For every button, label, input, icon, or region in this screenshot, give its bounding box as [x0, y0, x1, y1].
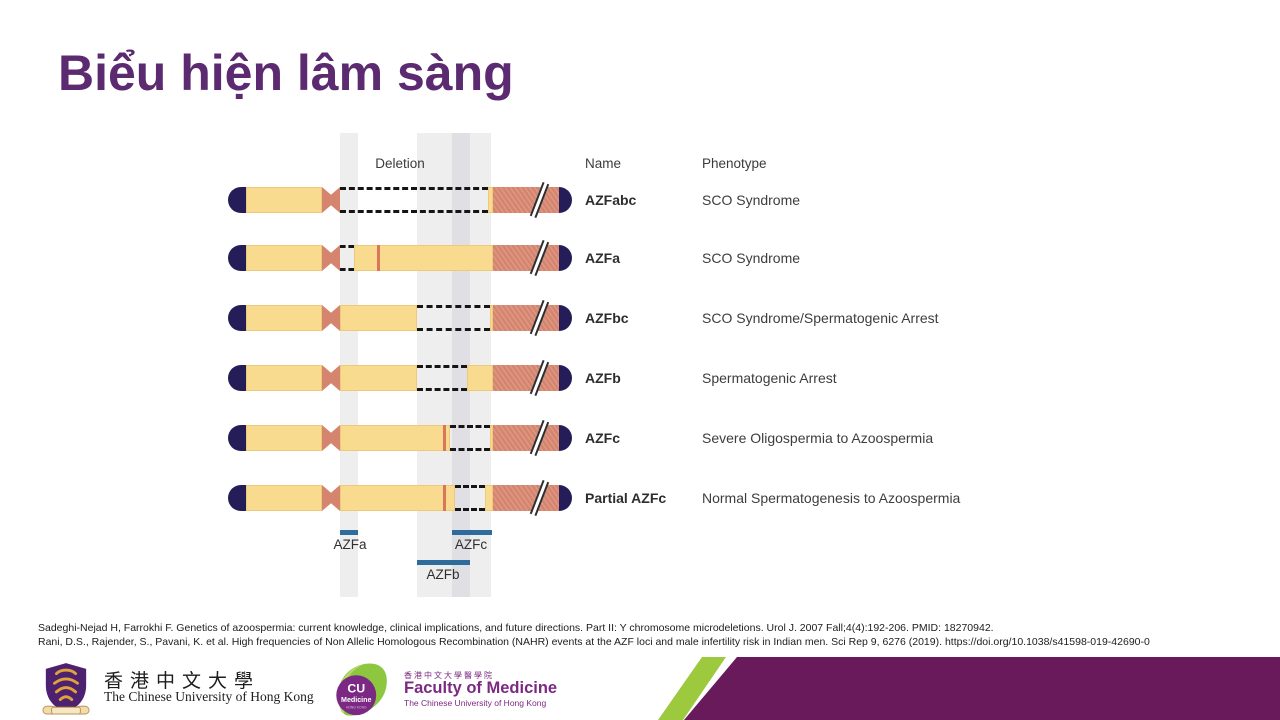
- chromosome-row-azfbc: [228, 299, 572, 337]
- deletion-region: [340, 187, 488, 213]
- heterochromatin-segment: [493, 299, 559, 337]
- page-title: Biểu hiện lâm sàng: [58, 45, 514, 101]
- centromere: [322, 425, 340, 451]
- deletion-region: [417, 365, 467, 391]
- euchromatin-segment: [246, 305, 322, 331]
- centromere: [322, 365, 340, 391]
- euchromatin-segment: [485, 485, 493, 511]
- deletion-region: [417, 305, 490, 331]
- azfb-locus-bar: [417, 560, 470, 565]
- euchromatin-segment: [354, 245, 493, 271]
- faculty-chinese-name: 香港中文大學醫學院: [404, 671, 494, 680]
- phenotype-label: Normal Spermatogenesis to Azoospermia: [702, 490, 961, 506]
- centromere: [322, 187, 340, 213]
- chromosome-end-cap-right: [559, 485, 572, 511]
- chromosome-end-cap-right: [559, 365, 572, 391]
- break-slash: [529, 239, 550, 277]
- euchromatin-segment: [340, 365, 417, 391]
- break-slash: [529, 359, 550, 397]
- euchromatin-segment: [340, 305, 417, 331]
- azfa-locus-label: AZFa: [333, 537, 367, 552]
- deletion-region: [340, 245, 354, 271]
- euchromatin-segment: [490, 305, 493, 331]
- chromosome-row-azfb: [228, 359, 572, 397]
- chromosome-end-cap-left: [228, 187, 246, 213]
- phenotype-label: SCO Syndrome: [702, 250, 801, 266]
- chromosome-end-cap-left: [228, 485, 246, 511]
- cu-medicine-leaf-logo: CU Medicine HONG KONG: [336, 663, 387, 716]
- chromosome-row-azfc: [228, 419, 572, 457]
- phenotype-label: SCO Syndrome: [702, 192, 801, 208]
- euchromatin-segment: [246, 187, 322, 213]
- marker-line: [443, 485, 446, 511]
- euchromatin-segment: [488, 187, 493, 213]
- cu-medicine-logo-medicine: Medicine: [341, 696, 371, 704]
- azfa-locus-bar: [340, 530, 358, 535]
- chromosome-end-cap-left: [228, 245, 246, 271]
- deletion-name-label: AZFabc: [585, 192, 637, 208]
- citation-1: Sadeghi-Nejad H, Farrokhi F. Genetics of…: [38, 622, 994, 634]
- deletion-name-label: AZFa: [585, 250, 620, 266]
- chromosome-end-cap-left: [228, 305, 246, 331]
- column-header-deletion: Deletion: [375, 156, 425, 171]
- chromosome-end-cap-right: [559, 187, 572, 213]
- break-slash: [529, 419, 550, 457]
- chromosome-end-cap-right: [559, 245, 572, 271]
- euchromatin-segment: [490, 425, 493, 451]
- chromosome-row-azfabc: [228, 181, 572, 219]
- azfc-locus-label: AZFc: [454, 537, 488, 552]
- citation-2: Rani, D.S., Rajender, S., Pavani, K. et …: [38, 636, 1150, 648]
- euchromatin-segment: [246, 425, 322, 451]
- cu-medicine-logo-region: HONG KONG: [346, 706, 367, 710]
- centromere: [322, 245, 340, 271]
- phenotype-label: Severe Oligospermia to Azoospermia: [702, 430, 934, 446]
- heterochromatin-segment: [493, 479, 559, 517]
- purple-footer-band: [684, 657, 1280, 720]
- cuhk-english-name: The Chinese University of Hong Kong: [104, 689, 314, 704]
- euchromatin-segment: [340, 425, 450, 451]
- chromosome-end-cap-right: [559, 305, 572, 331]
- chromosome-end-cap-right: [559, 425, 572, 451]
- column-header-name: Name: [585, 156, 622, 171]
- deletion-region: [450, 425, 490, 451]
- chromosome-row-azfa: [228, 239, 572, 277]
- break-slash: [529, 181, 550, 219]
- euchromatin-segment: [467, 365, 493, 391]
- break-slash: [529, 299, 550, 337]
- chromosome-row-partial-azfc: [228, 479, 572, 517]
- deletion-name-label: AZFb: [585, 370, 621, 386]
- break-slash: [529, 479, 550, 517]
- marker-line: [443, 425, 446, 451]
- euchromatin-segment: [246, 365, 322, 391]
- phenotype-label: SCO Syndrome/Spermatogenic Arrest: [702, 310, 939, 326]
- phenotype-label: Spermatogenic Arrest: [702, 370, 837, 386]
- heterochromatin-segment: [493, 181, 559, 219]
- azfc-locus-bar: [452, 530, 492, 535]
- column-header-phenotype: Phenotype: [702, 156, 767, 171]
- cuhk-shield-logo: [42, 663, 90, 715]
- footer-decoration: [0, 657, 1280, 720]
- centromere: [322, 305, 340, 331]
- heterochromatin-segment: [493, 419, 559, 457]
- faculty-english-name: Faculty of Medicine: [404, 679, 558, 697]
- chromosome-end-cap-left: [228, 365, 246, 391]
- azfb-locus-label: AZFb: [426, 567, 460, 582]
- heterochromatin-segment: [493, 239, 559, 277]
- heterochromatin-segment: [493, 359, 559, 397]
- cu-medicine-logo-cu: CU: [347, 681, 365, 695]
- deletion-name-label: AZFc: [585, 430, 620, 446]
- centromere: [322, 485, 340, 511]
- euchromatin-segment: [246, 245, 322, 271]
- marker-line: [377, 245, 380, 271]
- cuhk-chinese-name: 香港中文大學: [104, 671, 261, 692]
- euchromatin-segment: [246, 485, 322, 511]
- deletion-region: [455, 485, 485, 511]
- chromosome-end-cap-left: [228, 425, 246, 451]
- euchromatin-segment: [340, 485, 455, 511]
- deletion-name-label: AZFbc: [585, 310, 629, 326]
- deletion-name-label: Partial AZFc: [585, 490, 667, 506]
- faculty-university-name: The Chinese University of Hong Kong: [404, 698, 547, 708]
